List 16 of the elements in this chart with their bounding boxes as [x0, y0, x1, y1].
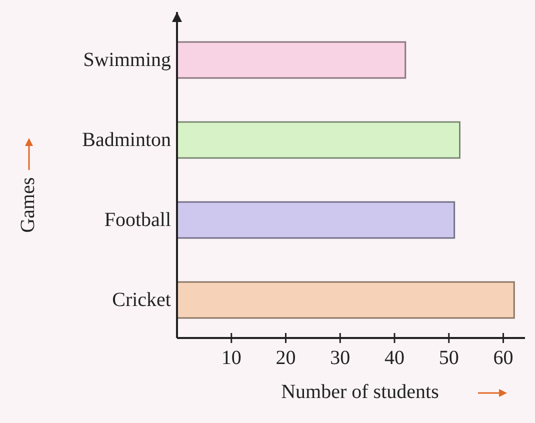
- y-axis-title: Games: [17, 177, 39, 233]
- y-tick-label: Badminton: [82, 129, 171, 151]
- x-tick-label: 60: [493, 347, 514, 369]
- bar: [176, 41, 406, 79]
- x-tick-label: 50: [438, 347, 459, 369]
- x-tick-label: 30: [330, 347, 350, 369]
- y-tick-label: Cricket: [112, 289, 172, 311]
- x-tick-label: 10: [221, 347, 242, 369]
- y-tick-label: Football: [104, 209, 172, 231]
- y-tick-label: Swimming: [83, 49, 171, 71]
- bar: [176, 201, 456, 239]
- bar: [176, 121, 460, 159]
- x-tick-label: 20: [276, 347, 296, 369]
- bar: [176, 281, 515, 319]
- x-tick-label: 40: [384, 347, 404, 369]
- x-axis-title: Number of students: [281, 381, 440, 403]
